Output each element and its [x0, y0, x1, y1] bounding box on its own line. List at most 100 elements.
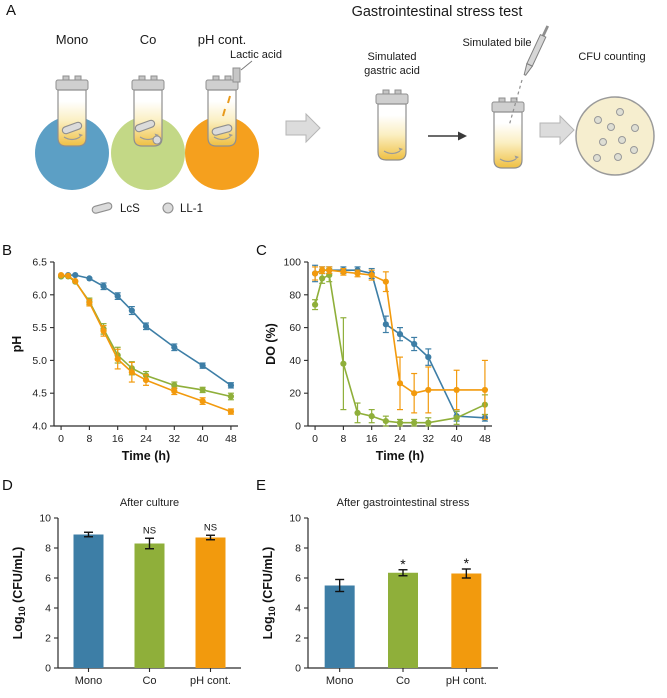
y-tick-label: 6.5 [32, 257, 47, 269]
data-point-pH cont. [199, 397, 206, 405]
bioreactor-mono-icon [55, 75, 89, 147]
significance-label: * [464, 555, 470, 571]
panel-e-bar-chart: 0 2 4 6 8 10 After gastrointestinal stress Mono… [261, 497, 498, 687]
data-point-pH cont. [368, 272, 375, 279]
data-point-Co [340, 360, 347, 367]
step-arrow-head-icon [458, 131, 467, 141]
lactic-acid-nozzle-icon [232, 67, 241, 83]
data-point-pH cont. [128, 369, 135, 376]
x-tick-label: 0 [58, 433, 64, 445]
data-point-Co [368, 413, 375, 420]
bar-pH cont. [195, 537, 226, 668]
mono-culture-circle [35, 116, 109, 190]
y-axis-label: Log10 (CFU/mL) [261, 547, 277, 640]
chart-title: After culture [120, 497, 179, 509]
data-point-Mono [199, 362, 206, 369]
gastric-label-line1: Simulated [368, 51, 417, 63]
data-point-pH cont. [396, 380, 404, 387]
data-point-pH cont. [411, 390, 418, 397]
data-point-pH cont. [481, 386, 489, 394]
data-point-Mono [425, 354, 432, 361]
panel-label-e: E [256, 477, 267, 494]
ph-cont-culture-circle [185, 116, 259, 190]
data-point-Co [425, 419, 432, 426]
y-tick-label: 6 [45, 573, 51, 585]
bar-Mono [73, 534, 104, 668]
x-tick-label: 0 [312, 433, 318, 445]
y-tick-label: 0 [295, 421, 301, 433]
data-point-Mono [227, 382, 235, 389]
y-tick-label: 100 [283, 257, 301, 269]
x-tick-label: 32 [422, 433, 434, 445]
x-tick-label: 8 [340, 433, 346, 445]
ll1-cell-icon [152, 135, 162, 145]
panel-c-line-chart: 0 20 40 60 80 100 0 8 16 24 32 40 48 DO (%) Time (h) [264, 257, 492, 463]
y-tick-label: 5.0 [32, 355, 47, 367]
data-point-pH cont. [114, 355, 121, 363]
cfu-label: CFU counting [578, 51, 645, 63]
legend-lcs-icon [90, 201, 114, 215]
data-point-Co [227, 393, 235, 400]
x-category-label: Co [396, 675, 410, 687]
y-axis-label: DO (%) [264, 323, 278, 365]
panel-a-title: Gastrointestinal stress test [352, 4, 523, 20]
y-tick-label: 4.5 [32, 388, 47, 400]
flow-arrow-icon [539, 115, 575, 145]
data-point-pH cont. [227, 408, 235, 415]
legend-lcs-label: LcS [120, 203, 140, 215]
ph-cont-label: pH cont. [198, 32, 246, 47]
bar-Co [388, 572, 418, 668]
panel-b-line-chart: 4.0 4.5 5.0 5.5 6.0 6.5 0 8 16 24 32 40 48 pH Time (h) [10, 257, 238, 463]
mono-label: Mono [56, 32, 89, 47]
data-point-pH cont. [453, 386, 460, 394]
bioreactor-ph-cont-icon [205, 75, 239, 147]
data-point-Co [411, 419, 418, 426]
data-point-Mono [72, 272, 79, 279]
data-point-Co [311, 301, 319, 308]
colonies [593, 108, 639, 162]
data-point-pH cont. [340, 268, 347, 275]
x-axis-label: Time (h) [122, 449, 170, 463]
panel-label-d: D [2, 477, 13, 494]
bar-Co [134, 543, 165, 668]
significance-label: * [400, 556, 406, 572]
data-point-pH cont. [326, 267, 333, 274]
data-point-Co [319, 275, 326, 282]
data-point-Co [171, 382, 178, 389]
x-tick-label: 40 [451, 433, 463, 445]
lactic-acid-drop [222, 108, 226, 117]
data-point-Co [354, 409, 361, 416]
y-tick-label: 10 [289, 513, 301, 525]
y-tick-label: 0 [45, 663, 51, 675]
bile-label: Simulated bile [462, 37, 531, 49]
y-tick-label: 60 [289, 322, 301, 334]
data-point-pH cont. [65, 272, 72, 279]
bile-vessel-icon [491, 97, 525, 169]
data-point-Mono [100, 283, 107, 290]
data-point-Co [396, 419, 404, 426]
x-category-label: pH cont. [446, 675, 487, 687]
y-tick-label: 6.0 [32, 289, 47, 301]
y-tick-label: 2 [45, 633, 51, 645]
data-point-pH cont. [319, 267, 326, 274]
x-category-label: Mono [75, 675, 103, 687]
y-tick-label: 10 [39, 513, 51, 525]
data-point-Mono [142, 323, 150, 330]
data-point-Mono [411, 340, 418, 348]
panel-a-diagram: Gastrointestinal stress test Mono Co pH … [35, 4, 655, 215]
x-category-label: Mono [326, 675, 354, 687]
flow-arrow-icon [285, 113, 321, 143]
y-axis-label: Log10 (CFU/mL) [11, 547, 27, 640]
y-tick-label: 6 [295, 573, 301, 585]
co-label: Co [140, 32, 157, 47]
gastric-vessel-icon [375, 89, 409, 161]
y-tick-label: 80 [289, 289, 301, 301]
bar-pH cont. [451, 573, 482, 668]
bioreactor-co-icon [131, 75, 165, 147]
x-tick-label: 40 [197, 433, 209, 445]
y-tick-label: 0 [295, 663, 301, 675]
x-axis-label: Time (h) [376, 449, 424, 463]
y-tick-label: 2 [295, 633, 301, 645]
data-point-Co [453, 414, 460, 421]
